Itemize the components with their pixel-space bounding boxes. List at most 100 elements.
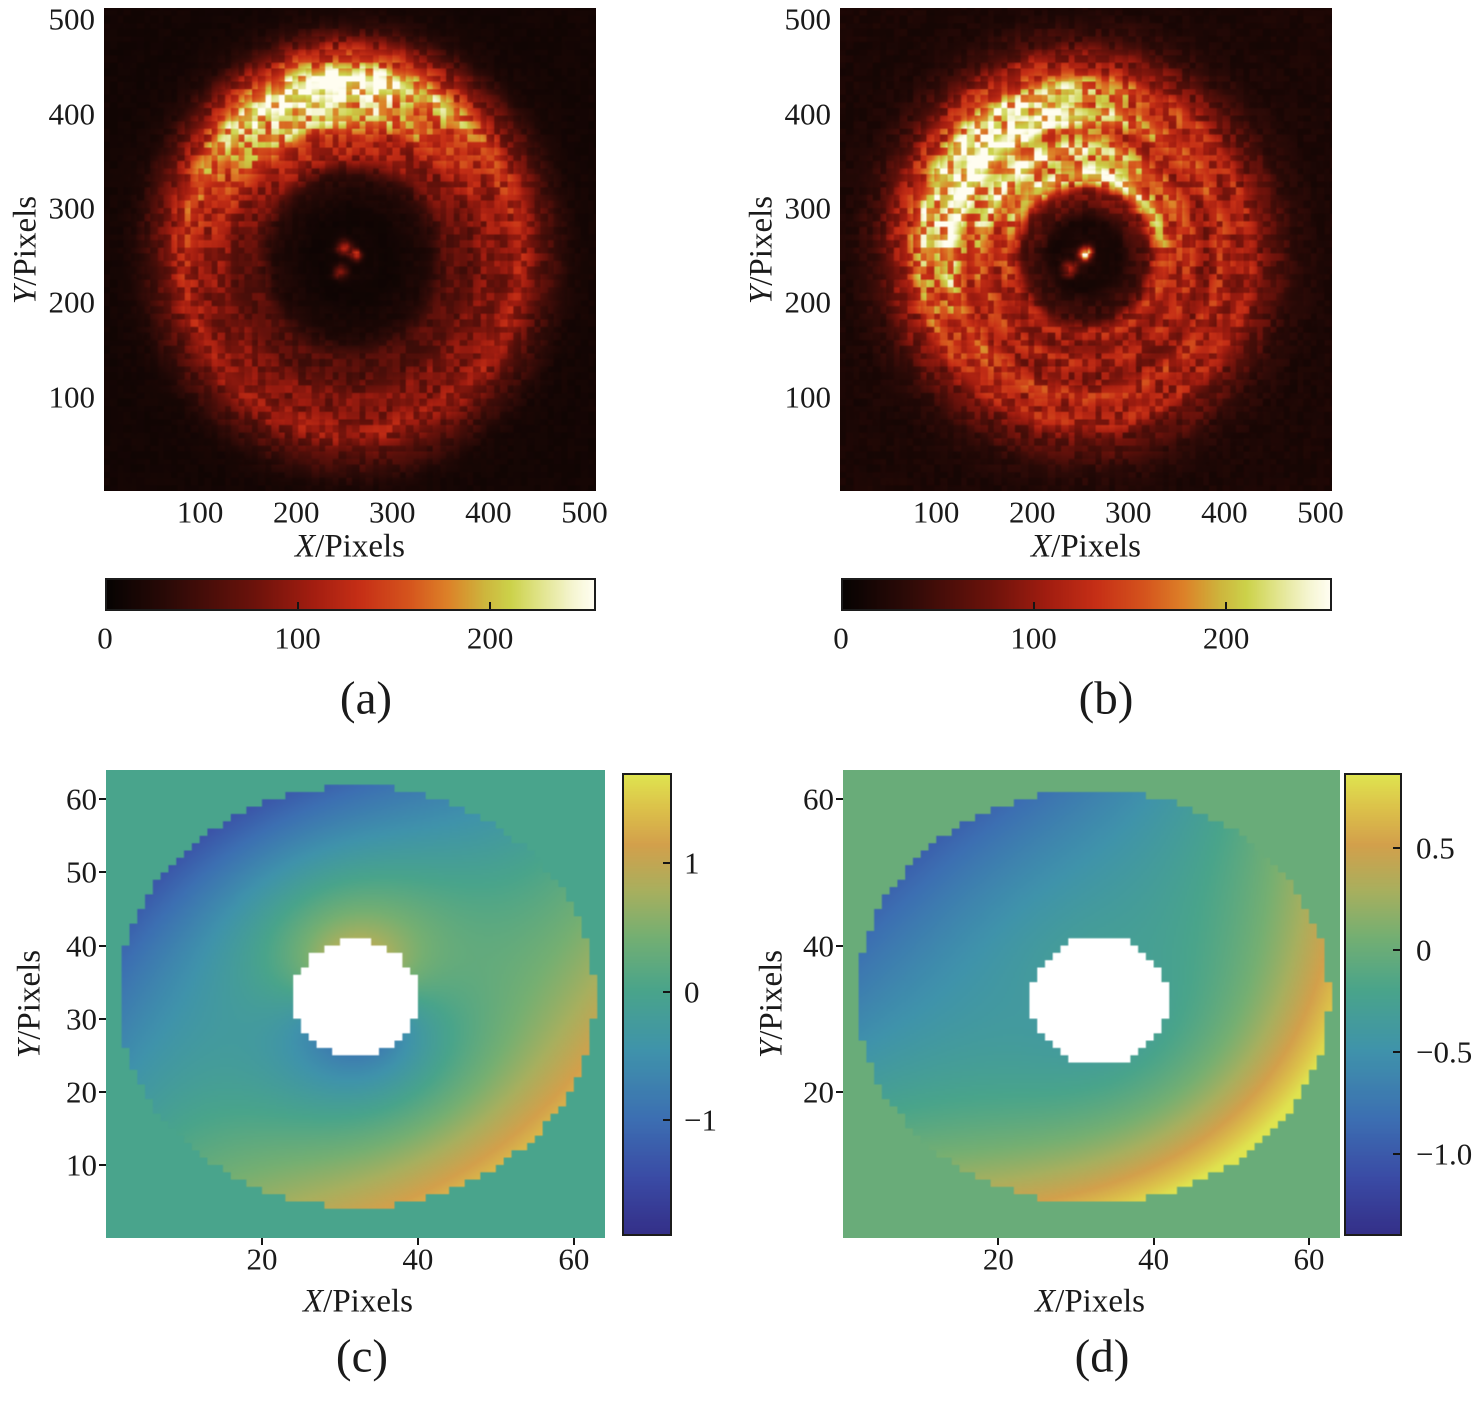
y-tick-label-c: 50: [66, 854, 97, 890]
x-tick-label-d: 40: [1138, 1241, 1170, 1277]
y-tick-mark-d: [836, 798, 843, 801]
y-tick-label-a: 100: [48, 379, 96, 415]
y-tick-mark-c: [99, 1090, 106, 1093]
phasemap-c-canvas: [106, 770, 605, 1238]
y-tick-mark-c: [99, 871, 106, 874]
x-tick-mark-c: [260, 1238, 263, 1245]
x-tick-label-b: 500: [1297, 494, 1344, 530]
y-tick-mark-c: [99, 798, 106, 801]
x-axis-label-a: X/Pixels: [294, 528, 406, 565]
y-tick-label-d: 40: [803, 928, 834, 963]
y-tick-mark-c: [99, 1017, 106, 1020]
colorbar-b-canvas: [841, 578, 1332, 611]
colorbar-tick-mark-c: [663, 862, 670, 865]
colorbar-tick-label-d: 0: [1416, 932, 1432, 968]
colorbar-tick-label-c: −1: [684, 1102, 717, 1138]
colorbar-d-canvas: [1344, 773, 1402, 1236]
y-axis-unit-a: /Pixels: [7, 195, 44, 286]
colorbar-tick-label-b: 0: [833, 620, 849, 656]
y-tick-mark-c: [99, 1163, 106, 1166]
caption-b: (b): [1078, 672, 1134, 725]
heatmap-b-canvas: [840, 8, 1332, 491]
x-axis-var-a: X: [294, 528, 316, 565]
x-tick-label-d: 20: [982, 1241, 1014, 1277]
colorbar-tick-label-a: 200: [466, 620, 514, 656]
y-axis-unit-b: /Pixels: [743, 195, 780, 286]
colorbar-tick-label-a: 0: [97, 620, 113, 656]
x-tick-label-b: 100: [912, 494, 960, 530]
x-tick-label-d: 60: [1293, 1241, 1325, 1277]
colorbar-tick-mark-b: [1225, 602, 1228, 609]
x-tick-mark-c: [416, 1238, 419, 1245]
x-tick-label-a: 100: [176, 494, 224, 530]
colorbar-tick-mark-d: [1393, 1051, 1400, 1054]
y-axis-label-a: Y/Pixels: [7, 195, 44, 305]
y-tick-label-b: 300: [784, 190, 832, 226]
heatmap-a-canvas: [104, 8, 596, 491]
y-tick-label-a: 500: [48, 1, 96, 37]
y-tick-mark-d: [836, 1090, 843, 1093]
colorbar-tick-label-b: 100: [1010, 620, 1057, 656]
y-axis-label-d: Y/Pixels: [753, 949, 790, 1059]
y-tick-label-c: 40: [66, 928, 97, 963]
y-axis-label-b: Y/Pixels: [743, 195, 780, 305]
x-axis-unit-a: /Pixels: [315, 528, 406, 565]
colorbar-tick-mark-a: [296, 602, 299, 609]
y-tick-label-b: 100: [784, 379, 832, 415]
x-tick-label-c: 60: [558, 1241, 590, 1277]
colorbar-tick-label-c: 1: [684, 845, 700, 881]
x-tick-label-b: 200: [1008, 494, 1056, 530]
y-tick-label-c: 20: [66, 1074, 97, 1110]
y-tick-label-a: 200: [48, 284, 96, 320]
x-axis-unit-b: /Pixels: [1051, 528, 1142, 565]
colorbar-tick-mark-c: [663, 990, 670, 993]
colorbar-tick-label-d: −1.0: [1416, 1136, 1473, 1172]
x-tick-mark-c: [572, 1238, 575, 1245]
x-axis-var-c: X: [302, 1283, 324, 1320]
colorbar-tick-label-c: 0: [684, 974, 700, 1010]
y-tick-label-c: 30: [66, 1001, 97, 1037]
caption-a: (a): [339, 672, 393, 725]
x-tick-mark-d: [1307, 1238, 1310, 1245]
y-tick-label-c: 10: [66, 1147, 97, 1183]
x-axis-var-d: X: [1034, 1283, 1056, 1320]
x-axis-unit-c: /Pixels: [323, 1283, 414, 1320]
x-tick-label-c: 40: [402, 1241, 434, 1277]
y-axis-unit-d: /Pixels: [753, 949, 790, 1040]
colorbar-tick-label-b: 200: [1202, 620, 1250, 656]
x-axis-var-b: X: [1030, 528, 1052, 565]
colorbar-tick-mark-d: [1393, 949, 1400, 952]
colorbar-tick-label-d: 0.5: [1416, 830, 1455, 866]
y-tick-label-c: 60: [66, 781, 97, 817]
x-axis-unit-d: /Pixels: [1055, 1283, 1146, 1320]
colorbar-c-canvas: [622, 773, 672, 1236]
x-tick-mark-d: [997, 1238, 1000, 1245]
x-tick-mark-d: [1152, 1238, 1155, 1245]
colorbar-tick-label-a: 100: [274, 620, 321, 656]
x-tick-label-b: 300: [1105, 494, 1152, 530]
y-tick-label-b: 500: [784, 1, 832, 37]
y-tick-mark-c: [99, 944, 106, 947]
phasemap-d-canvas: [843, 770, 1340, 1238]
caption-d: (d): [1074, 1330, 1130, 1383]
x-tick-label-a: 500: [561, 494, 608, 530]
x-axis-label-b: X/Pixels: [1030, 528, 1142, 565]
y-axis-var-b: Y: [743, 285, 780, 305]
colorbar-tick-mark-a: [489, 602, 492, 609]
y-tick-label-d: 20: [803, 1074, 834, 1110]
y-tick-label-a: 400: [48, 96, 96, 132]
y-tick-label-b: 400: [784, 96, 832, 132]
colorbar-a-canvas: [105, 578, 596, 611]
y-axis-label-c: Y/Pixels: [12, 950, 48, 1058]
colorbar-tick-label-d: −0.5: [1416, 1034, 1473, 1070]
colorbar-tick-mark-b: [1032, 602, 1035, 609]
y-tick-label-d: 60: [803, 781, 834, 817]
x-tick-label-a: 300: [369, 494, 416, 530]
y-tick-mark-d: [836, 944, 843, 947]
x-tick-label-a: 200: [272, 494, 320, 530]
x-tick-label-a: 400: [465, 494, 512, 530]
y-axis-var-a: Y: [7, 285, 44, 305]
y-axis-var-d: Y: [753, 1039, 790, 1059]
colorbar-tick-mark-d: [1393, 1153, 1400, 1156]
